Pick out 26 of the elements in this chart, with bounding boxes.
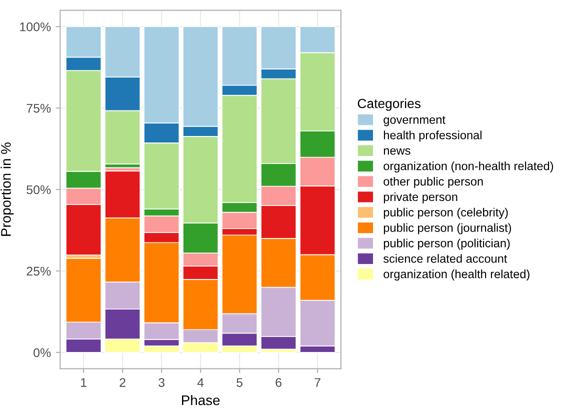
- y-tick-label: 25%: [26, 266, 51, 276]
- legend-label: public person (politician): [384, 238, 510, 250]
- y-tick-label: 50%: [26, 185, 51, 194]
- y-tick-label: 75%: [26, 104, 51, 113]
- x-tick-label: 2: [120, 378, 126, 387]
- y-axis-title: Proportion in %: [0, 142, 14, 236]
- x-tick-label: 5: [236, 378, 242, 387]
- x-tick-label: 1: [81, 378, 86, 387]
- legend-label: health professional: [384, 130, 482, 142]
- legend-label: private person: [384, 192, 458, 204]
- y-tick-label: 0%: [34, 348, 51, 358]
- x-axis-title: Phase: [182, 394, 220, 406]
- legend-label: government: [384, 116, 446, 126]
- legend-label: science related account: [383, 254, 508, 263]
- x-tick-label: 7: [314, 378, 320, 387]
- legend-label: other public person: [384, 176, 483, 188]
- y-tick-label: 100%: [20, 22, 51, 32]
- x-tick-label: 6: [276, 378, 282, 387]
- legend-label: news: [384, 148, 410, 155]
- x-tick-label: 3: [158, 378, 164, 387]
- legend-label: organization (health related): [384, 270, 530, 281]
- legend-title: Categories: [358, 98, 421, 111]
- legend-label: organization (non-health related): [384, 162, 554, 173]
- legend-label: public person (celebrity): [384, 208, 508, 219]
- legend-label: public person (journalist): [384, 223, 512, 234]
- x-tick-label: 4: [197, 378, 204, 387]
